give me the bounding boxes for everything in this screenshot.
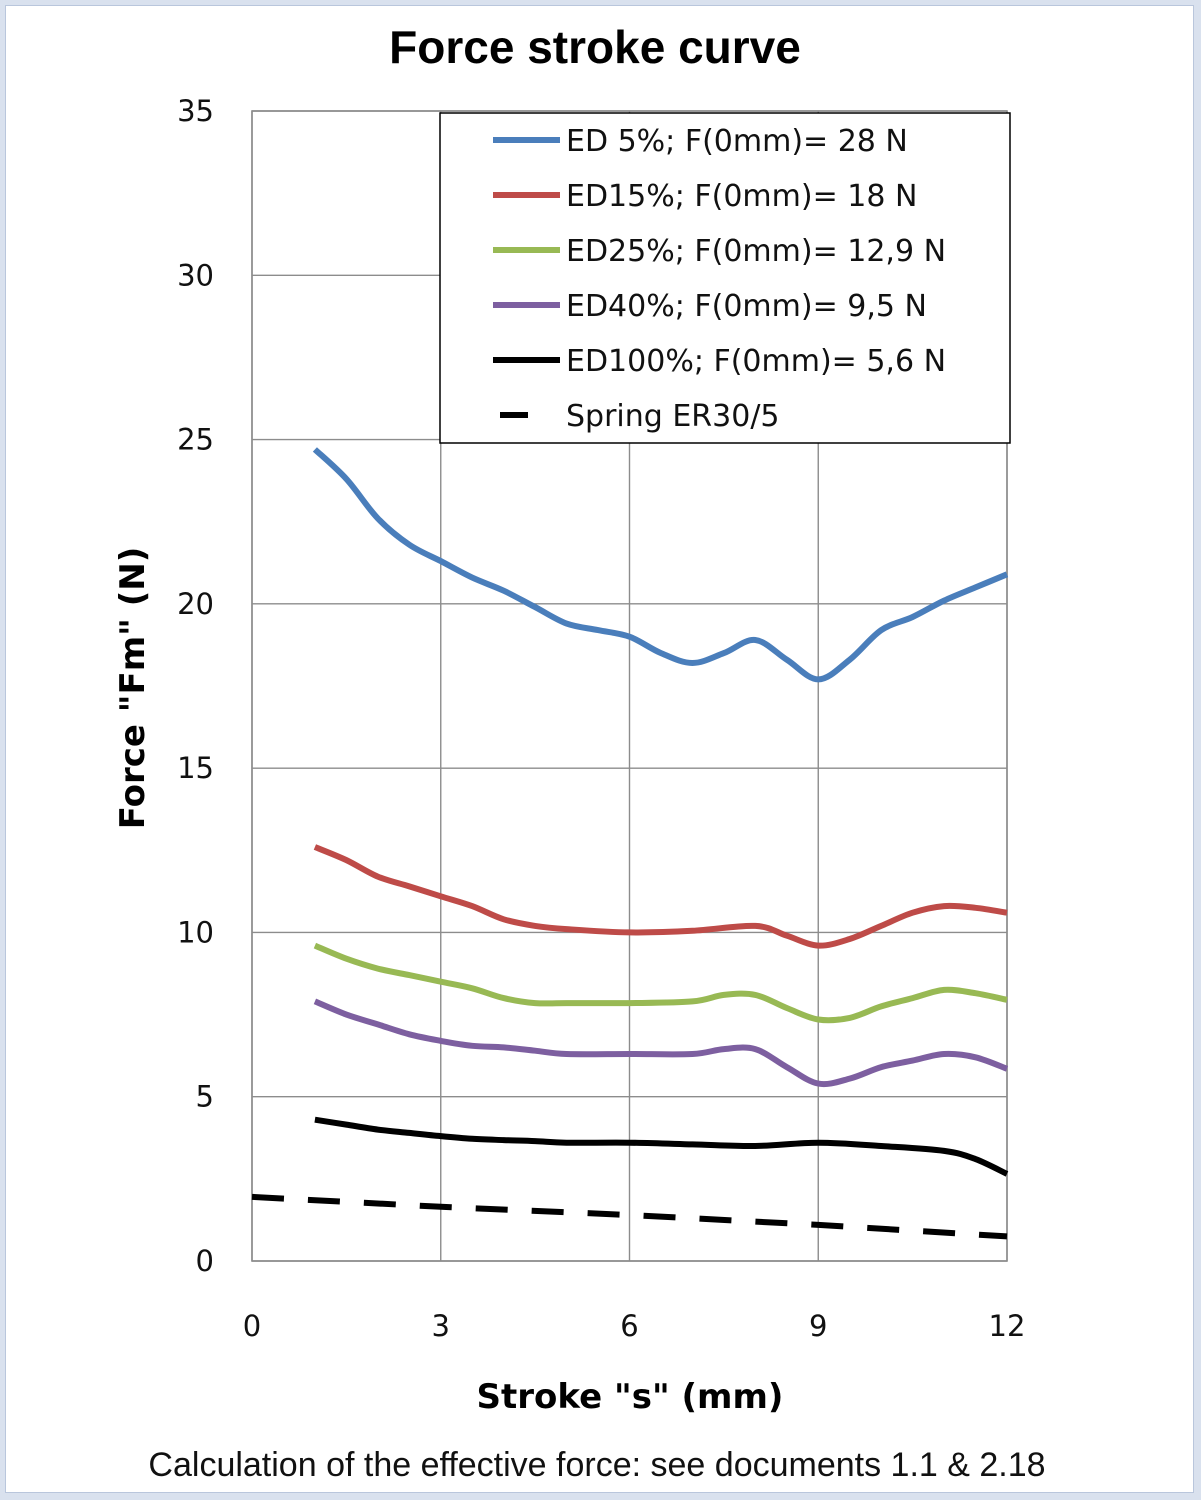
legend-label: Spring ER30/5 xyxy=(566,399,780,434)
y-tick-label: 20 xyxy=(177,587,214,621)
series-line-1 xyxy=(312,447,1009,683)
series-line-2 xyxy=(313,844,1008,949)
tick-labels: 0 5 10 15 20 25 30 35 0 3 6 9 12 xyxy=(177,94,1025,1343)
y-axis-label: Force "Fm" (N) xyxy=(113,547,153,829)
x-tick-label: 0 xyxy=(243,1309,261,1343)
legend: ED 5%; F(0mm)= 28 N ED15%; F(0mm)= 18 N ED… xyxy=(439,112,1011,444)
y-tick-label: 15 xyxy=(177,751,214,785)
y-tick-label: 30 xyxy=(177,258,214,292)
legend-label: ED40%; F(0mm)= 9,5 N xyxy=(566,289,927,324)
series-line-5 xyxy=(314,1116,1009,1177)
series-line-6 xyxy=(251,1193,1008,1240)
chart-title: Force stroke curve xyxy=(389,21,801,73)
x-tick-label: 6 xyxy=(620,1309,638,1343)
legend-label: ED25%; F(0mm)= 12,9 N xyxy=(566,234,946,269)
y-tick-label: 0 xyxy=(196,1244,214,1278)
x-tick-label: 12 xyxy=(989,1309,1026,1343)
x-axis-label: Stroke "s" (mm) xyxy=(477,1377,784,1417)
y-tick-label: 10 xyxy=(177,915,214,949)
legend-label: ED100%; F(0mm)= 5,6 N xyxy=(566,344,946,379)
series-line-3 xyxy=(313,942,1008,1024)
y-tick-label: 5 xyxy=(196,1080,214,1114)
legend-label: ED15%; F(0mm)= 18 N xyxy=(566,179,917,214)
footer-note: Calculation of the effective force: see … xyxy=(148,1446,1045,1484)
legend-box xyxy=(439,112,1011,444)
series-line-4 xyxy=(313,998,1009,1088)
y-tick-label: 25 xyxy=(177,423,214,457)
x-tick-label: 3 xyxy=(432,1309,450,1343)
y-tick-label: 35 xyxy=(177,94,214,128)
series-lines xyxy=(251,447,1009,1240)
x-tick-label: 9 xyxy=(809,1309,827,1343)
legend-label: ED 5%; F(0mm)= 28 N xyxy=(566,124,908,159)
